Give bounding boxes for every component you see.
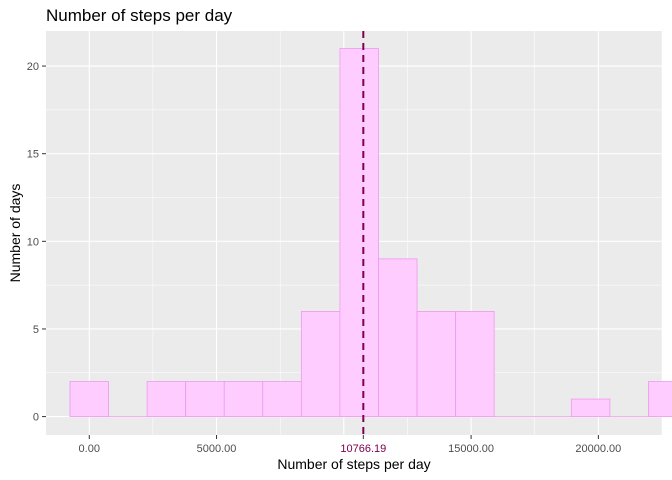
histogram-bar <box>455 311 495 417</box>
histogram-bars <box>69 48 672 417</box>
histogram-bar <box>378 258 418 417</box>
histogram-bar <box>570 398 611 417</box>
histogram-bar <box>300 311 341 417</box>
histogram-bar <box>339 48 379 417</box>
histogram-bar <box>262 381 302 417</box>
histogram-bar <box>648 381 672 417</box>
y-tick-label: 0 <box>33 412 39 424</box>
x-axis-title: Number of steps per day <box>277 456 430 472</box>
x-tick-label: 20000.00 <box>575 443 621 455</box>
x-tick-label: 15000.00 <box>448 443 494 455</box>
histogram-bar <box>146 381 187 417</box>
y-tick-label: 5 <box>33 324 39 336</box>
histogram-bar <box>185 381 225 417</box>
histogram-bar <box>223 381 264 417</box>
x-axis: 0.00 5000.00 15000.00 20000.00 10766.19 <box>79 435 621 455</box>
y-axis: 0 5 10 15 20 <box>27 61 46 424</box>
mean-tick-label: 10766.19 <box>340 443 386 455</box>
x-tick-label: 5000.00 <box>197 443 237 455</box>
chart-title: Number of steps per day <box>46 6 233 25</box>
histogram-bar <box>416 311 457 417</box>
histogram-bar <box>69 381 109 417</box>
y-tick-label: 10 <box>27 236 39 248</box>
x-tick-label: 0.00 <box>79 443 100 455</box>
y-tick-label: 15 <box>27 149 39 161</box>
y-tick-label: 20 <box>27 61 39 73</box>
y-axis-title: Number of days <box>7 184 23 283</box>
